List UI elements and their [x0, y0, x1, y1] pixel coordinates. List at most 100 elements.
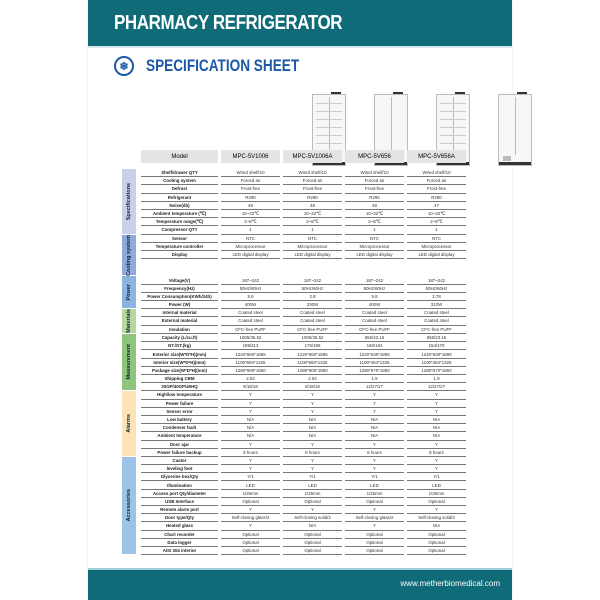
- value-cell: LED: [407, 481, 466, 490]
- value-cell: 2.52: [283, 375, 342, 384]
- row-label: Castor: [141, 457, 218, 466]
- value-cell: 1100*684*1325: [221, 359, 280, 367]
- table-row: Noise(db) 49 48 48 47: [141, 202, 478, 210]
- table-row: Display LED digital display LED digital di…: [141, 251, 478, 260]
- value-cell: 1.9: [407, 375, 466, 384]
- value-cell: 8 hours: [283, 449, 342, 457]
- value-cell: Optional: [283, 498, 342, 506]
- value-cell: Optional: [221, 539, 280, 547]
- row-label: Power Consumption(KWh/24h): [141, 293, 218, 302]
- value-cell: LED digital display: [345, 251, 404, 260]
- model-header: MPC-5V1006: [221, 150, 280, 163]
- category-label: Measurement: [122, 334, 136, 392]
- model-header: MPC-5V656A: [407, 150, 466, 163]
- value-cell: 1/25mm: [283, 490, 342, 498]
- row-label: Defrost: [141, 185, 218, 194]
- value-cell: Optional: [221, 498, 280, 506]
- row-label: Voltage(V): [141, 276, 218, 285]
- value-cell: 1240*630*1895: [407, 350, 466, 359]
- footer-banner: www.metherbiomedical.com: [88, 568, 512, 600]
- value-cell: 2.8: [283, 293, 342, 302]
- value-cell: Optional: [345, 547, 404, 556]
- table-row: Frequency(Hz) 50Hz/60Hz 50Hz/60Hz 50Hz/60Hz…: [141, 285, 478, 293]
- category-text: Measurement: [126, 344, 132, 380]
- row-label: Capacity (L/cu.ft): [141, 334, 218, 343]
- value-cell: 1/25mm: [345, 490, 404, 498]
- website-link[interactable]: www.metherbiomedical.com: [400, 579, 500, 588]
- value-cell: LED digital display: [283, 251, 342, 260]
- value-cell: 48: [283, 202, 342, 210]
- row-label: Interior size(W*D*H)(mm): [141, 359, 218, 367]
- value-cell: Y: [283, 506, 342, 515]
- value-cell: Y: [221, 457, 280, 466]
- row-label: Illumination: [141, 481, 218, 490]
- value-cell: Y: [345, 441, 404, 449]
- spec-sheet-page: PHARMACY REFRIGERATOR ❄ SPECIFICATION SH…: [88, 0, 532, 600]
- model-label: Model: [141, 150, 218, 163]
- table-row: leveling foot Y Y Y Y: [141, 465, 478, 474]
- value-cell: Optional: [407, 498, 466, 506]
- row-label: Low battery: [141, 416, 218, 425]
- value-cell: 2~8℃: [283, 218, 342, 227]
- value-cell: Y: [345, 465, 404, 474]
- value-cell: R290: [221, 194, 280, 202]
- value-cell: 12/27/27: [407, 383, 466, 392]
- value-cell: 154/170: [407, 342, 466, 351]
- value-cell: Optional: [221, 547, 280, 556]
- value-cell: Y/1: [221, 473, 280, 482]
- group-power: Power Voltage(V) 187~242 187~242 187~242 187~…: [122, 276, 478, 310]
- value-cell: Wired shelf/10: [221, 169, 280, 178]
- table-row: Power failure Y Y Y Y: [141, 400, 478, 408]
- value-cell: Wired shelf/10: [407, 169, 466, 178]
- value-cell: Optional: [283, 539, 342, 547]
- value-cell: 2.78: [407, 293, 466, 302]
- value-cell: Y: [407, 400, 466, 408]
- value-cell: Optional: [345, 539, 404, 547]
- value-cell: CFC-free PUFF: [283, 326, 342, 334]
- value-cell: Y: [345, 522, 404, 531]
- refrigerator-image-MPC-5V656A: [497, 92, 532, 166]
- group-alarms: Alarms High/low temperature Y Y Y Y Power fail…: [122, 391, 478, 457]
- value-cell: 1/25mm: [407, 490, 466, 498]
- table-row: Temperature controller Microprocessor Micr…: [141, 243, 478, 251]
- table-row: Power failure backup 8 hours 8 hours 8 hour…: [141, 449, 478, 457]
- value-cell: Coated steel: [221, 309, 280, 318]
- table-row: Sensor error Y Y Y Y: [141, 408, 478, 416]
- row-label: Refrigerant: [141, 194, 218, 202]
- value-cell: LED: [283, 481, 342, 490]
- table-row: Interior size(W*D*H)(mm) 1100*684*1325 110…: [141, 359, 478, 367]
- value-cell: Wired shelf/10: [283, 169, 342, 178]
- value-cell: Frost-free: [345, 185, 404, 194]
- value-cell: LED digital display: [407, 251, 466, 260]
- table-row: Shipping CBM 2.52 2.52 1.9 1.9: [141, 375, 478, 384]
- table-row: Refrigerant R290 R290 R290 R290: [141, 194, 478, 202]
- model-header-row: Model MPC-5V1006 MPC-5V1006A MPC-5V656 MPC-5…: [122, 150, 478, 163]
- value-cell: N/A: [221, 432, 280, 441]
- value-cell: CFC-free PUFF: [345, 326, 404, 334]
- value-cell: 656/23.16: [345, 334, 404, 343]
- category-text: Power: [126, 284, 132, 301]
- value-cell: Y: [407, 457, 466, 466]
- value-cell: Y: [283, 441, 342, 449]
- row-label: Condenser fault: [141, 424, 218, 433]
- value-cell: 1006/35.52: [283, 334, 342, 343]
- value-cell: Y: [407, 408, 466, 416]
- value-cell: 1100*684*1325: [283, 359, 342, 367]
- value-cell: 166/184: [345, 342, 404, 351]
- value-cell: 1/25mm: [221, 490, 280, 498]
- value-cell: 10~32℃: [407, 210, 466, 219]
- value-cell: LED: [221, 481, 280, 490]
- row-label: Insulation: [141, 326, 218, 334]
- table-row: Heated glass Y N/A Y N/A: [141, 522, 478, 531]
- header-banner: PHARMACY REFRIGERATOR: [88, 0, 512, 48]
- value-cell: Coated steel: [221, 317, 280, 326]
- value-cell: 1280*670*1950: [407, 367, 466, 375]
- value-cell: Y: [407, 506, 466, 515]
- value-cell: Optional: [283, 531, 342, 539]
- table-row: USB Interface Optional Optional Optional Opt…: [141, 498, 478, 506]
- value-cell: 656/23.16: [407, 334, 466, 343]
- row-label: Temperature controller: [141, 243, 218, 251]
- value-cell: Y: [221, 506, 280, 515]
- table-row: High/low temperature Y Y Y Y: [141, 391, 478, 400]
- value-cell: Frost-free: [221, 185, 280, 194]
